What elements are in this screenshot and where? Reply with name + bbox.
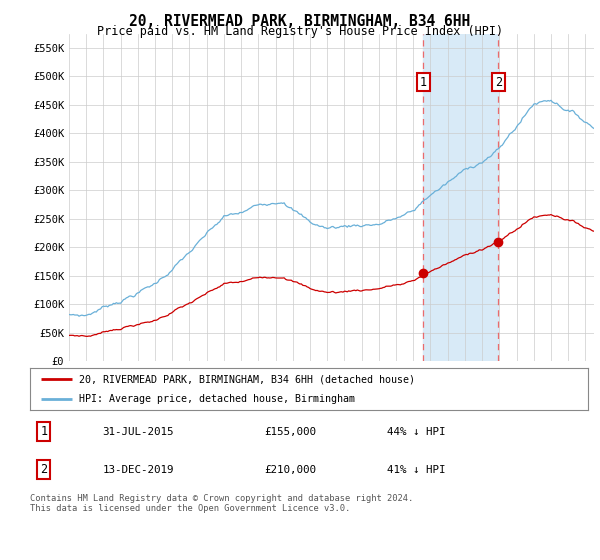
Text: 20, RIVERMEAD PARK, BIRMINGHAM, B34 6HH: 20, RIVERMEAD PARK, BIRMINGHAM, B34 6HH bbox=[130, 14, 470, 29]
Bar bbox=[423, 34, 499, 361]
Text: £210,000: £210,000 bbox=[265, 465, 316, 475]
Text: 44% ↓ HPI: 44% ↓ HPI bbox=[387, 427, 446, 437]
Text: Price paid vs. HM Land Registry's House Price Index (HPI): Price paid vs. HM Land Registry's House … bbox=[97, 25, 503, 38]
Text: 31-JUL-2015: 31-JUL-2015 bbox=[103, 427, 174, 437]
Text: 2: 2 bbox=[40, 463, 47, 477]
Text: 41% ↓ HPI: 41% ↓ HPI bbox=[387, 465, 446, 475]
Text: 1: 1 bbox=[419, 76, 427, 88]
Text: HPI: Average price, detached house, Birmingham: HPI: Average price, detached house, Birm… bbox=[79, 394, 355, 404]
Text: 20, RIVERMEAD PARK, BIRMINGHAM, B34 6HH (detached house): 20, RIVERMEAD PARK, BIRMINGHAM, B34 6HH … bbox=[79, 374, 415, 384]
Text: 1: 1 bbox=[40, 425, 47, 438]
Text: £155,000: £155,000 bbox=[265, 427, 316, 437]
Text: Contains HM Land Registry data © Crown copyright and database right 2024.
This d: Contains HM Land Registry data © Crown c… bbox=[30, 494, 413, 514]
Text: 2: 2 bbox=[495, 76, 502, 88]
Text: 13-DEC-2019: 13-DEC-2019 bbox=[103, 465, 174, 475]
